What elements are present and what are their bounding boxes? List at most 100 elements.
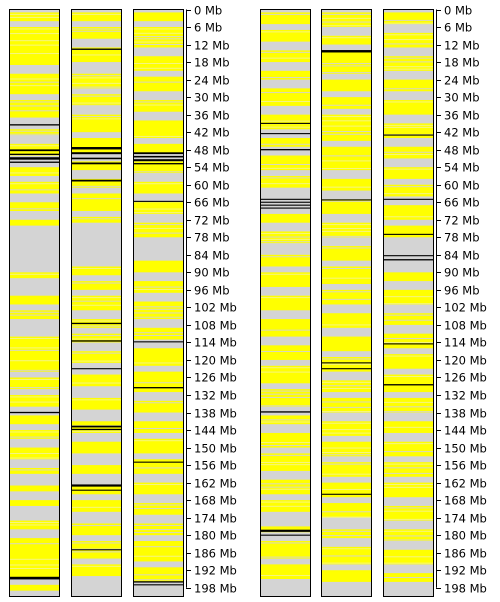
stripe-line [321,17,372,19]
yellow-region [133,400,184,413]
stripe-line [260,238,311,240]
yellow-region [321,266,372,285]
stripe-line [9,53,60,55]
tick-label: 108 Mb [444,319,487,333]
stripe-line [133,508,184,510]
yellow-region [260,50,311,63]
tick-label: 114 Mb [444,336,487,350]
right-panel: 0 Mb 6 Mb 12 Mb 18 Mb 24 Mb 30 Mb 36 Mb 42 Mb 48… [260,4,487,597]
marker-line [133,159,184,162]
stripe-line [71,282,122,284]
stripe-line [383,34,434,36]
yellow-region [9,584,60,591]
yellow-region [133,76,184,92]
stripe-line [133,232,184,234]
tick-label: 36 Mb [444,109,480,123]
stripe-line [260,329,311,331]
stripe-line [321,548,372,550]
stripe-line [321,120,372,122]
tick-label: 180 Mb [444,529,487,543]
track-border [383,9,434,597]
yellow-region [71,193,122,212]
chromosome-track [9,9,60,597]
stripe-line [133,306,184,308]
marker-line [71,425,122,428]
marker-line [133,387,184,389]
chromosome-track [260,9,311,597]
yellow-region [71,351,122,363]
tick-label: 156 Mb [444,459,487,473]
track-border [133,9,184,597]
stripe-line [71,338,122,340]
stripe-line [71,524,122,526]
stripe-line [9,457,60,459]
stripe-line [133,316,184,318]
stripe-line [9,564,60,566]
tick-label: 42 Mb [444,126,480,140]
marker-line [260,204,311,206]
stripe-line [133,332,184,334]
tick-label: 60 Mb [444,179,480,193]
stripe-line [71,542,122,544]
yellow-region [383,205,434,220]
stripe-line [260,101,311,102]
tick-label: 144 Mb [444,424,487,438]
stripe-line [321,168,372,169]
stripe-line [383,411,434,413]
yellow-region [9,272,60,279]
stripe-line [133,467,184,469]
yellow-region [71,397,122,410]
stripe-line [383,426,434,428]
stripe-line [260,77,311,78]
marker-line [9,161,60,163]
yellow-region [321,12,372,28]
stripe-line [260,483,311,485]
stripe-line [133,36,184,38]
marker-line [133,155,184,158]
stripe-line [133,402,184,404]
yellow-region [133,541,184,562]
tick-label: 102 Mb [194,301,237,315]
yellow-region [321,503,372,518]
stripe-line [133,227,184,229]
yellow-region [321,50,372,74]
yellow-region [321,35,372,45]
yellow-region [260,88,311,106]
yellow-region [9,485,60,492]
stripe-line [260,575,311,577]
yellow-region [260,12,311,25]
stripe-line [260,405,311,407]
stripe-line [383,126,434,128]
stripe-line [260,13,311,15]
stripe-line [9,369,60,371]
stripe-line [260,256,311,258]
stripe-line [71,325,122,327]
marker-line [71,152,122,155]
yellow-region [9,336,60,372]
stripe-line [133,574,184,576]
stripe-line [9,396,60,398]
stripe-line [321,555,372,557]
stripe-line [383,472,434,474]
stripe-line [321,247,372,249]
yellow-region [71,161,122,171]
tick-label: 54 Mb [444,161,480,175]
stripe-line [321,358,372,360]
yellow-region [9,500,60,506]
marker-line [383,198,434,200]
stripe-line [383,406,434,408]
marker-line [9,157,60,160]
yellow-region [321,462,372,477]
marker-line [260,529,311,532]
stripe-line [260,488,311,490]
tick-label: 6 Mb [444,21,472,35]
tick-label: 66 Mb [444,196,480,210]
tick-label: 180 Mb [194,529,237,543]
stripe-line [9,208,60,210]
stripe-line [321,125,372,127]
yellow-region [133,421,184,433]
left-panel: 0 Mb 6 Mb 12 Mb 18 Mb 24 Mb 30 Mb 36 Mb 42 Mb 48… [9,4,237,597]
yellow-region [133,371,184,393]
marker-line [9,149,60,152]
yellow-region [260,526,311,533]
